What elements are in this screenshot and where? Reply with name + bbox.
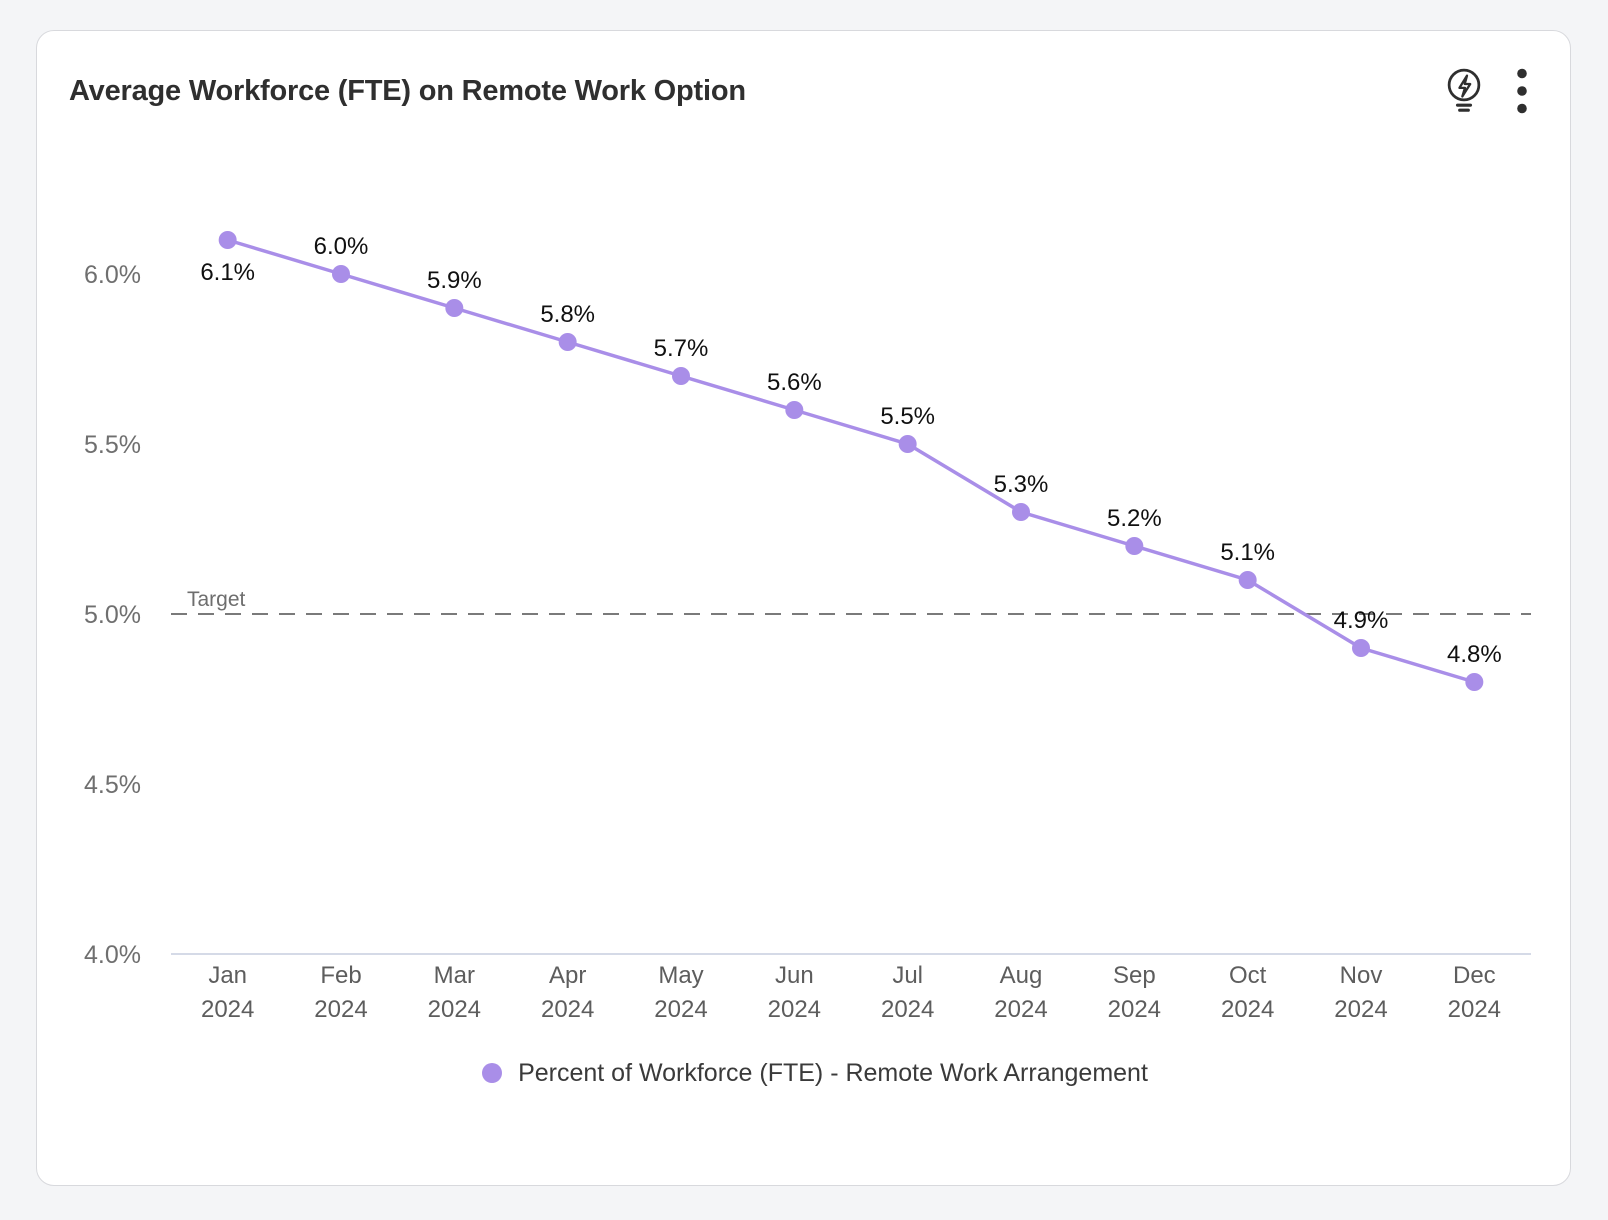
- card-header: Average Workforce (FTE) on Remote Work O…: [37, 31, 1570, 141]
- x-axis-label-year: 2024: [654, 996, 707, 1023]
- x-axis-label-month: Jun: [775, 962, 814, 989]
- target-label: Target: [187, 588, 246, 611]
- data-point-may[interactable]: [672, 367, 690, 385]
- y-axis-tick-label: 5.5%: [84, 431, 141, 459]
- data-point-mar[interactable]: [445, 299, 464, 317]
- x-axis-label-year: 2024: [768, 996, 821, 1023]
- data-point-jul[interactable]: [898, 435, 917, 453]
- data-point-sep[interactable]: [1125, 537, 1144, 555]
- x-axis-label-month: Aug: [1000, 962, 1043, 989]
- x-axis-label-month: Jul: [892, 962, 923, 989]
- data-point-jan[interactable]: [218, 231, 237, 249]
- data-value-label: 5.1%: [1220, 539, 1275, 566]
- data-value-label: 6.0%: [314, 233, 369, 260]
- data-point-nov[interactable]: [1352, 639, 1370, 657]
- data-value-label: 5.2%: [1107, 505, 1162, 532]
- x-axis-label-year: 2024: [428, 996, 481, 1023]
- legend-marker-icon: [482, 1063, 503, 1083]
- x-axis-label-month: Sep: [1113, 962, 1156, 989]
- data-value-label: 5.5%: [880, 403, 935, 430]
- x-axis-label-year: 2024: [994, 996, 1047, 1023]
- x-axis-label-year: 2024: [881, 996, 934, 1023]
- data-point-dec[interactable]: [1465, 673, 1484, 691]
- data-point-oct[interactable]: [1238, 571, 1257, 589]
- x-axis-label-month: Mar: [434, 962, 475, 989]
- data-value-label: 5.7%: [654, 335, 709, 362]
- x-axis-label-month: Dec: [1453, 962, 1496, 989]
- y-axis-tick-label: 4.0%: [84, 941, 141, 969]
- kebab-menu-icon: [1517, 68, 1527, 114]
- y-axis-tick-label: 5.0%: [84, 601, 141, 629]
- data-value-label: 5.6%: [767, 369, 822, 396]
- data-point-jun[interactable]: [785, 401, 804, 419]
- data-value-label: 4.9%: [1334, 607, 1389, 634]
- x-axis-label-year: 2024: [1448, 996, 1501, 1023]
- card-actions: [1440, 65, 1530, 117]
- insights-button[interactable]: [1440, 65, 1488, 117]
- data-value-label: 5.8%: [540, 301, 595, 328]
- x-axis-label-year: 2024: [201, 996, 254, 1023]
- legend[interactable]: Percent of Workforce (FTE) - Remote Work…: [135, 1051, 1495, 1095]
- x-axis-label-month: Oct: [1229, 962, 1267, 989]
- data-point-apr[interactable]: [558, 333, 577, 351]
- lightbulb-bolt-icon: [1447, 68, 1481, 112]
- data-value-label: 6.1%: [200, 259, 255, 286]
- data-value-label: 4.8%: [1447, 641, 1502, 668]
- y-axis-tick-label: 4.5%: [84, 771, 141, 799]
- legend-series-label: Percent of Workforce (FTE) - Remote Work…: [518, 1058, 1148, 1087]
- x-axis-label-year: 2024: [541, 996, 594, 1023]
- line-chart: 4.0% 4.5% 5.0% 5.5% 6.0% Jan 2024 Feb 2024 Mar 202…: [84, 231, 1531, 1023]
- x-axis-label-year: 2024: [1334, 996, 1387, 1023]
- data-value-label: 5.3%: [994, 471, 1049, 498]
- y-axis-tick-label: 6.0%: [84, 261, 141, 289]
- x-axis-label-year: 2024: [1108, 996, 1161, 1023]
- series-line: [227, 238, 1475, 684]
- chart-card: Average Workforce (FTE) on Remote Work O…: [36, 30, 1571, 1186]
- data-point-feb[interactable]: [332, 265, 350, 283]
- x-axis-label-month: Jan: [208, 962, 247, 989]
- chart-title: Average Workforce (FTE) on Remote Work O…: [69, 74, 746, 107]
- data-value-label: 5.9%: [427, 267, 482, 294]
- x-axis-label-month: Feb: [320, 962, 361, 989]
- x-axis-label-month: Apr: [549, 962, 586, 989]
- more-options-button[interactable]: [1514, 66, 1530, 116]
- x-axis-label-year: 2024: [314, 996, 367, 1023]
- x-axis-label-year: 2024: [1221, 996, 1274, 1023]
- data-point-aug[interactable]: [1012, 503, 1030, 521]
- x-axis-label-month: Nov: [1340, 962, 1383, 989]
- x-axis-label-month: May: [658, 962, 703, 989]
